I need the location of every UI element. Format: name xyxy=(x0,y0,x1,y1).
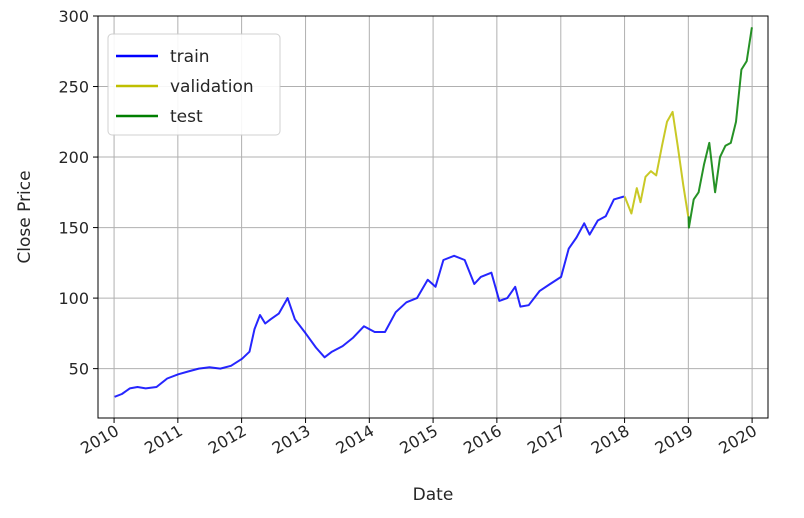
legend-label-validation: validation xyxy=(170,77,254,97)
x-tick-label: 2013 xyxy=(269,421,314,458)
y-tick-label: 250 xyxy=(58,78,89,97)
y-tick-label: 100 xyxy=(58,289,89,308)
legend-label-train: train xyxy=(170,47,210,67)
y-tick-label: 200 xyxy=(58,148,89,167)
series-line-train xyxy=(114,195,625,398)
x-tick-label: 2018 xyxy=(588,421,633,458)
series-group xyxy=(114,27,753,398)
series-line-validation xyxy=(623,110,690,217)
y-tick-label: 300 xyxy=(58,7,89,26)
x-tick-label: 2019 xyxy=(652,421,697,458)
x-axis-title: Date xyxy=(413,485,454,505)
legend: train validation test xyxy=(107,33,281,136)
legend-label-test: test xyxy=(170,107,203,127)
plot-frame xyxy=(97,15,769,419)
x-tick-label: 2011 xyxy=(141,421,186,458)
x-tick-label: 2020 xyxy=(715,421,760,458)
y-axis-title: Close Price xyxy=(15,170,35,263)
y-tick-label: 150 xyxy=(58,219,89,238)
series-line-test xyxy=(687,27,753,229)
x-tick-label: 2017 xyxy=(524,421,569,458)
x-tick-label: 2015 xyxy=(396,421,441,458)
x-tick-label: 2012 xyxy=(205,421,250,458)
x-tick-label: 2010 xyxy=(77,421,122,458)
y-tick-label: 50 xyxy=(69,360,89,379)
legend-box xyxy=(107,33,281,136)
x-tick-label: 2014 xyxy=(333,421,378,458)
x-tick-label: 2016 xyxy=(460,421,505,458)
